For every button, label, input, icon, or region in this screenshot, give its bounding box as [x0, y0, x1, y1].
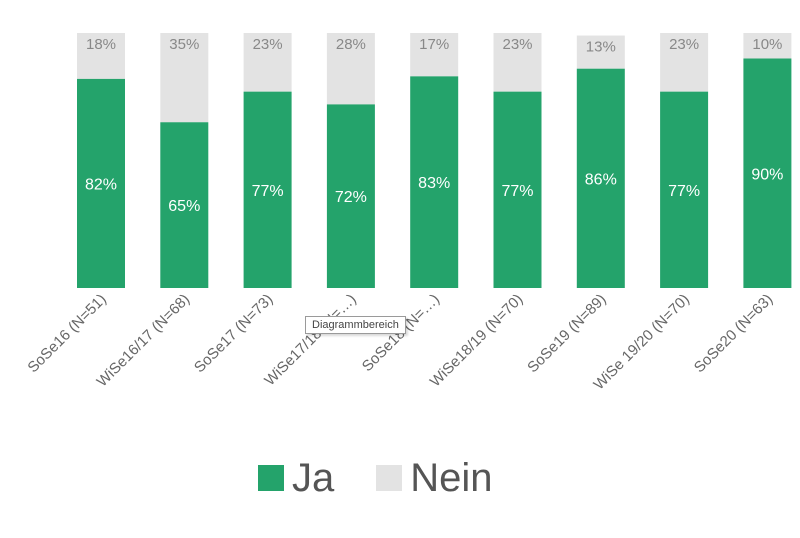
data-label-ja: 77%: [668, 183, 700, 200]
bar-nein: [77, 33, 125, 79]
bar-nein: [743, 33, 792, 59]
data-label-ja: 72%: [335, 189, 367, 206]
x-tick-label: SoSe19 (N=89): [524, 291, 609, 376]
data-label-nein: 35%: [169, 36, 199, 53]
legend-label-ja: Ja: [292, 456, 335, 500]
bar-nein: [493, 33, 542, 92]
data-label-ja: 83%: [418, 175, 450, 192]
bar-nein: [160, 33, 209, 123]
bar-ja: [410, 76, 459, 288]
legend-swatch-ja: [258, 465, 284, 491]
data-label-nein: 28%: [336, 36, 366, 53]
bar-ja: [660, 91, 709, 289]
bar-nein: [660, 33, 709, 92]
data-label-nein: 23%: [669, 36, 699, 53]
data-label-nein: 10%: [752, 36, 782, 53]
bar-ja: [77, 78, 125, 289]
data-label-ja: 65%: [168, 198, 200, 215]
bar-ja: [743, 58, 792, 288]
data-label-nein: 13%: [586, 39, 616, 56]
data-label-ja: 77%: [501, 183, 533, 200]
data-label-nein: 23%: [502, 36, 532, 53]
x-tick-label: SoSe16 (N=51): [24, 291, 109, 376]
data-label-ja: 90%: [751, 166, 783, 183]
bar-ja: [493, 91, 542, 289]
legend: Ja Nein: [258, 458, 535, 498]
legend-item-nein[interactable]: Nein: [376, 456, 493, 500]
bar-ja: [160, 122, 209, 288]
data-label-ja: 86%: [585, 171, 617, 188]
bar-nein: [576, 35, 625, 69]
legend-swatch-nein: [376, 465, 403, 491]
chart-area-tooltip: Diagrammbereich: [305, 316, 406, 334]
data-label-ja: 82%: [85, 176, 117, 193]
bar-ja: [243, 91, 292, 289]
legend-label-nein: Nein: [410, 456, 493, 500]
bar-nein: [410, 33, 459, 77]
bar-nein: [326, 33, 375, 105]
bar-ja: [326, 104, 375, 289]
x-tick-label: SoSe20 (N=63): [691, 291, 776, 376]
x-tick-label: WiSe16/17 (N=68): [94, 291, 194, 391]
legend-item-ja[interactable]: Ja: [258, 458, 334, 498]
data-label-nein: 17%: [419, 36, 449, 53]
bar-nein: [243, 33, 292, 92]
x-tick-label: WiSe17/18 (N=…): [261, 291, 359, 389]
x-tick-label: SoSe17 (N=73): [191, 291, 276, 376]
data-label-ja: 77%: [252, 183, 284, 200]
x-tick-label: WiSe18/19 (N=70): [427, 291, 527, 391]
bar-ja: [576, 68, 625, 288]
data-label-nein: 23%: [253, 36, 283, 53]
data-label-nein: 18%: [86, 36, 116, 53]
